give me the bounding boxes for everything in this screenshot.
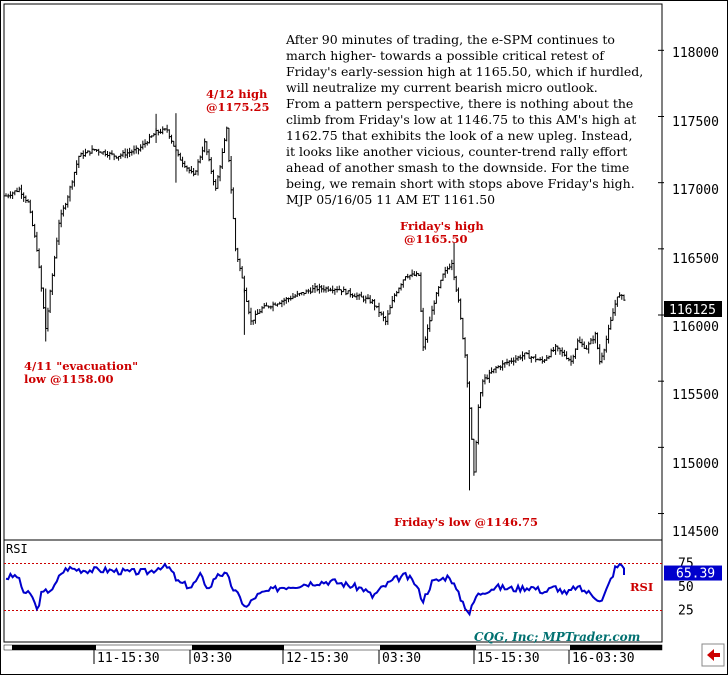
annotation-fri-high-line1: Friday's high bbox=[400, 219, 484, 233]
last-price-box: 116125 bbox=[664, 301, 722, 318]
commentary: After 90 minutes of trading, the e-SPM c… bbox=[285, 32, 643, 207]
rsi-series-label: RSI bbox=[630, 580, 653, 594]
time-label: 11-15:30 bbox=[97, 651, 160, 666]
scroll-left-arrow-icon[interactable] bbox=[701, 643, 725, 667]
commentary-line: will neutralize my current bearish micro… bbox=[286, 80, 598, 95]
annotation-fri-high-line2: @1165.50 bbox=[404, 232, 468, 246]
time-label: 16-03:30 bbox=[572, 651, 635, 666]
time-session-bar bbox=[12, 645, 96, 650]
price-tick-label: 117500 bbox=[672, 115, 719, 130]
annotation-apr12-high-line2: @1175.25 bbox=[206, 100, 270, 114]
commentary-line: ahead of another smash to the downside. … bbox=[286, 160, 629, 175]
commentary-line: MJP 05/16/05 11 AM ET 1161.50 bbox=[286, 192, 495, 207]
rsi-tick-label: 50 bbox=[678, 580, 694, 595]
commentary-line: being, we remain short with stops above … bbox=[286, 176, 635, 191]
time-label: 15-15:30 bbox=[477, 651, 540, 666]
time-label: 03:30 bbox=[382, 651, 421, 666]
time-strip bbox=[3, 644, 663, 651]
commentary-line: climb from Friday's low at 1146.75 to th… bbox=[286, 112, 636, 127]
price-tick-label: 117000 bbox=[672, 183, 719, 198]
annotation-apr11-low-line2: low @1158.00 bbox=[24, 372, 113, 386]
rsi-current-bg bbox=[664, 565, 722, 581]
commentary-line: it looks like another vicious, counter-t… bbox=[286, 144, 627, 159]
price-axis: 118000 117500 117000 116500 116000 11550… bbox=[672, 46, 719, 540]
price-plot-area bbox=[3, 3, 663, 541]
commentary-line: march higher- towards a possible critica… bbox=[286, 48, 605, 63]
annotation-apr11-low-line1: 4/11 "evacuation" bbox=[24, 359, 138, 373]
time-axis: 11-15:30 03:30 12-15:30 03:30 15-15:30 1… bbox=[3, 644, 663, 666]
price-tick-label: 115000 bbox=[672, 457, 719, 472]
price-tick-label: 118000 bbox=[672, 46, 719, 61]
commentary-line: 1162.75 that exhibits the look of a new … bbox=[286, 128, 632, 143]
rsi-plot-area bbox=[3, 539, 663, 643]
time-session-bar bbox=[380, 645, 476, 650]
rsi-tick-label: 25 bbox=[678, 604, 694, 619]
commentary-line: After 90 minutes of trading, the e-SPM c… bbox=[285, 32, 615, 47]
price-tick-label: 115500 bbox=[672, 388, 719, 403]
price-bars bbox=[4, 113, 626, 491]
time-session-bar bbox=[570, 645, 662, 650]
price-bar bbox=[622, 294, 626, 301]
time-session-bar bbox=[192, 645, 284, 650]
annotations: 4/12 high @1175.25 4/11 "evacuation" low… bbox=[24, 87, 538, 529]
commentary-line: From a pattern perspective, there is not… bbox=[286, 96, 633, 111]
rsi-panel-label: RSI bbox=[6, 542, 28, 556]
watermark: CQG, Inc; MPTrader.com bbox=[474, 630, 640, 644]
annotation-apr12-high-line1: 4/12 high bbox=[206, 87, 268, 101]
annotation-fri-low: Friday's low @1146.75 bbox=[394, 515, 538, 529]
price-panel bbox=[3, 3, 664, 541]
price-tick-label: 116500 bbox=[672, 252, 719, 267]
last-price-label: 116125 bbox=[669, 303, 716, 318]
rsi-levels bbox=[4, 563, 662, 611]
last-price-bg bbox=[664, 301, 722, 317]
rsi-line bbox=[5, 562, 625, 617]
price-tick-label: 114500 bbox=[672, 525, 719, 540]
rsi-current-value: 65.39 bbox=[676, 567, 715, 582]
time-label: 12-15:30 bbox=[286, 651, 349, 666]
rsi-current-box: 65.39 bbox=[664, 565, 722, 582]
commentary-line: Friday's early-session high at 1165.50, … bbox=[286, 64, 643, 79]
price-gridlines bbox=[658, 49, 664, 515]
left-arrow-icon[interactable] bbox=[707, 649, 720, 661]
rsi-panel: RSI RSI CQG, Inc; MPTrader.com bbox=[3, 539, 663, 644]
time-label: 03:30 bbox=[193, 651, 232, 666]
price-tick-label: 116000 bbox=[672, 320, 719, 335]
